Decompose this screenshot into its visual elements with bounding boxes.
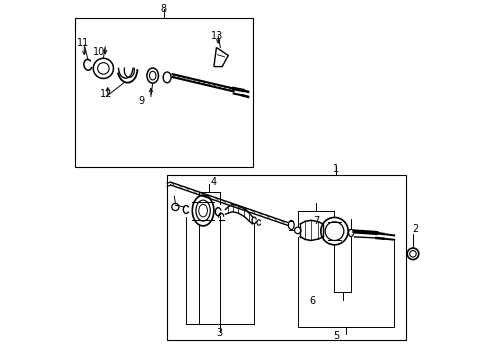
- Text: 4: 4: [210, 177, 217, 187]
- Text: 1: 1: [332, 164, 339, 174]
- Text: 6: 6: [309, 296, 315, 306]
- Text: 10: 10: [92, 47, 104, 57]
- Text: 11: 11: [77, 38, 89, 48]
- Text: 2: 2: [411, 224, 418, 234]
- Bar: [167, 175, 406, 340]
- Text: 8: 8: [160, 4, 166, 14]
- Text: 7: 7: [313, 216, 319, 226]
- Text: 13: 13: [211, 31, 223, 41]
- Text: 5: 5: [332, 330, 339, 341]
- Bar: [75, 18, 253, 167]
- Text: 12: 12: [100, 89, 112, 99]
- Text: 9: 9: [139, 96, 144, 106]
- Text: 3: 3: [216, 328, 222, 338]
